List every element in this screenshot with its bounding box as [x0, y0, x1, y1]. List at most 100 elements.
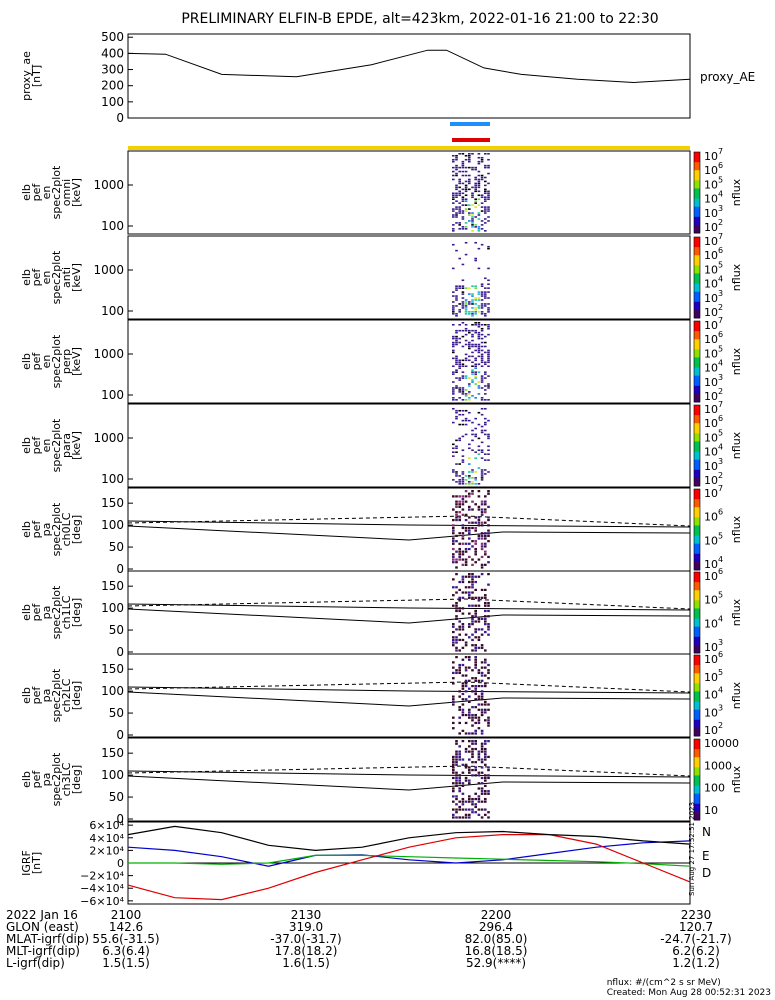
panel-spec_perp-cell: [452, 323, 455, 326]
panel-pa_ch2-cell: [452, 700, 455, 703]
panel-spec_anti-cell: [480, 285, 484, 287]
panel-spec_perp-cell: [455, 361, 458, 364]
panel-pa_ch2-cell: [480, 684, 484, 688]
panel-pa_ch2-cell: [452, 666, 455, 669]
panel-spec_para-cell: [480, 429, 484, 432]
colorbar-2-slice: [694, 357, 700, 360]
panel-spec_omni-cell: [468, 156, 471, 159]
panel-pa_ch3-cell: [484, 813, 487, 816]
panel-spec_perp-cell: [484, 345, 487, 348]
colorbar-4-slice: [694, 545, 700, 549]
panel-spec_anti-cell: [464, 305, 468, 307]
panel-spec_perp-cell: [474, 357, 477, 360]
colorbar-0-tick-base: 10: [704, 150, 718, 163]
colorbar-5-slice: [694, 644, 700, 648]
panel-pa_ch1-cell: [455, 646, 458, 649]
colorbar-0-slice: [694, 230, 700, 234]
colorbar-5-tick-exp: 6: [718, 567, 723, 576]
panel-pa_ch2-cell: [461, 711, 465, 714]
panel-spec_perp-cell: [480, 349, 484, 352]
panel-pa_ch3-cell: [464, 779, 468, 782]
panel-pa_ch0-loss-cone-upper: [127, 520, 691, 528]
colorbar-6-slice: [694, 659, 700, 662]
colorbar-3-slice: [694, 461, 700, 465]
colorbar-1-slice: [694, 271, 700, 274]
colorbar-7-label: nflux: [730, 765, 743, 793]
colorbar-6-tick-exp: 5: [718, 668, 723, 677]
panel-spec_omni-cell: [477, 186, 481, 189]
panel-spec_perp-cell: [461, 363, 465, 366]
colorbar-7-slice: [694, 791, 700, 795]
panel-pa_ch1-cell: [461, 575, 465, 578]
panel-pa_ch1-cell: [477, 620, 481, 623]
colorbar-6-slice: [694, 675, 700, 678]
panel-pa_ch3-cell: [461, 740, 465, 743]
panel-pa_ch0-cell: [455, 550, 458, 553]
panel-pa_ch2-cell: [458, 671, 461, 675]
igrf-series-E: [128, 854, 691, 867]
panel-spec_perp-cell: [487, 333, 490, 336]
colorbar-0-tick-base: 10: [704, 221, 718, 234]
colorbar-7-slice: [694, 745, 700, 748]
panel-pa_ch3-cell: [455, 742, 458, 745]
panel-pa_ch0-cell: [468, 542, 471, 545]
panel-pa_ch3-cell: [480, 782, 484, 785]
panel-spec_perp-cell: [464, 389, 468, 391]
panel-pa_ch0-cell: [471, 500, 474, 503]
panel-pa_ch3-cell: [461, 816, 465, 819]
panel-spec_perp-cell: [452, 365, 455, 368]
panel-spec_omni-cell: [477, 184, 481, 187]
panel-pa_ch1-cell: [471, 575, 474, 578]
colorbar-0-slice: [694, 210, 700, 214]
panel-spec_perp-cell: [458, 367, 461, 369]
colorbar-6-slice: [694, 709, 700, 713]
panel-pa_ch3-cell: [471, 755, 474, 759]
panel-pa_ch0-ylabel-line-2: pa: [40, 523, 53, 537]
panel-spec_anti-cell: [480, 299, 484, 301]
colorbar-4-slice: [694, 547, 700, 551]
panel-pa_ch1-ytick-label: 0: [116, 645, 124, 659]
panel-spec_perp-cell: [464, 395, 468, 397]
panel-spec_para-cell: [468, 457, 471, 459]
panel-spec_omni-ylabel-line-5: [keV]: [70, 178, 83, 207]
panel-pa_ch3-cell: [474, 740, 477, 743]
colorbar-2-slice: [694, 327, 700, 330]
panel-spec_perp-cell: [487, 385, 490, 387]
panel-spec_omni-cell: [480, 206, 484, 208]
panel-spec_perp-cell: [464, 357, 468, 360]
panel-spec_anti-cell: [458, 311, 461, 313]
panel-spec_para-cell: [458, 413, 461, 416]
panel-pa_ch1-cell: [477, 604, 481, 607]
panel-pa_ch2-cell: [461, 674, 465, 677]
panel-pa_ch2-cell: [480, 695, 484, 698]
colorbar-1-slice: [694, 237, 700, 240]
panel-spec_omni-cell: [464, 154, 468, 157]
panel-spec_anti-cell: [474, 309, 477, 311]
colorbar-7-slice: [694, 787, 700, 791]
panel-pa_ch0-cell: [484, 534, 487, 537]
colorbar-2-tick-base: 10: [704, 376, 718, 389]
ephemeris-cell: 1.2(1.2): [672, 956, 720, 970]
panel-spec_omni-cell: [468, 158, 471, 161]
colorbar-6-tick-exp: 6: [718, 650, 723, 659]
ae-right-label: proxy_AE: [700, 70, 755, 84]
colorbar-2-slice: [694, 397, 700, 401]
panel-spec_anti-cell: [477, 293, 481, 295]
colorbar-3-slice: [694, 459, 700, 463]
colorbar-3-slice: [694, 455, 700, 459]
panel-spec_perp-cell: [471, 335, 474, 338]
colorbar-6-slice: [694, 661, 700, 664]
panel-spec_omni-cell: [458, 166, 461, 169]
panel-spec_omni-cell: [484, 198, 487, 200]
panel-pa_ch3-cell: [484, 742, 487, 745]
panel-pa_ch1-cell: [455, 601, 458, 605]
panel-pa_ch1-cell: [480, 646, 484, 649]
panel-spec_omni-cell: [464, 180, 468, 183]
panel-spec_perp-cell: [452, 381, 455, 383]
colorbar-5-tick-base: 10: [704, 641, 718, 654]
panel-spec_omni-cell: [477, 170, 481, 173]
panel-pa_ch0-cell: [480, 503, 484, 506]
colorbar-1-slice: [694, 291, 700, 295]
colorbar-4-slice: [694, 527, 700, 530]
panel-pa_ch1-cell: [458, 607, 461, 610]
